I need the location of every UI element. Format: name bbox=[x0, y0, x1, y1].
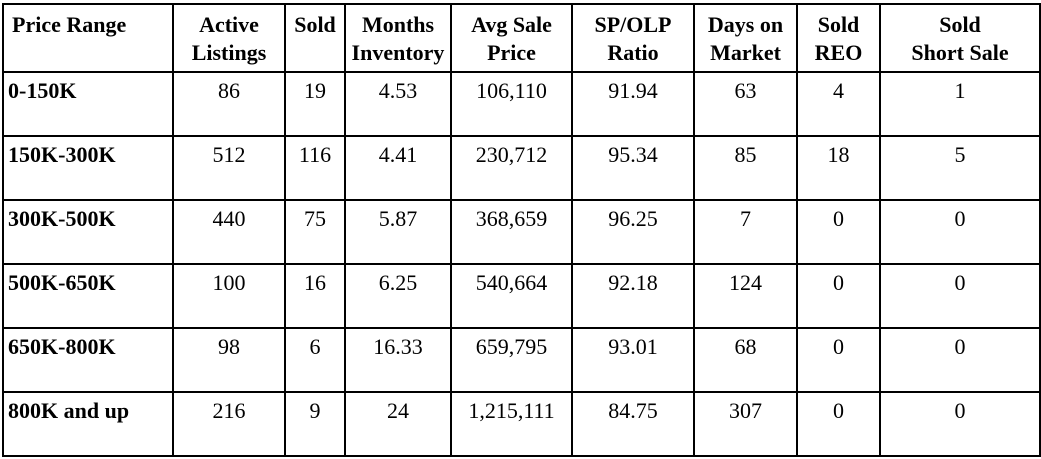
table-row: 300K-500K 440 75 5.87 368,659 96.25 7 0 … bbox=[2, 199, 1041, 265]
cell-active-listings: 440 bbox=[172, 199, 286, 265]
cell-active-listings: 100 bbox=[172, 263, 286, 329]
cell-months-inventory: 16.33 bbox=[344, 327, 452, 393]
cell-months-inventory: 4.53 bbox=[344, 71, 452, 137]
cell-sold-short-sale: 0 bbox=[879, 327, 1041, 393]
cell-price-range: 300K-500K bbox=[2, 199, 174, 265]
cell-price-range: 500K-650K bbox=[2, 263, 174, 329]
market-stats-table: Price Range Active Listings Sold Months In… bbox=[2, 3, 1041, 457]
table-row: 800K and up 216 9 24 1,215,111 84.75 307… bbox=[2, 391, 1041, 457]
header-sold-reo: Sold REO bbox=[796, 3, 881, 73]
header-days-on-market: Days on Market bbox=[693, 3, 798, 73]
cell-days-on-market: 307 bbox=[693, 391, 798, 457]
cell-sold-reo: 0 bbox=[796, 263, 881, 329]
cell-months-inventory: 4.41 bbox=[344, 135, 452, 201]
cell-avg-sale-price: 368,659 bbox=[450, 199, 573, 265]
cell-days-on-market: 124 bbox=[693, 263, 798, 329]
cell-sp-olp-ratio: 84.75 bbox=[571, 391, 695, 457]
cell-sold: 116 bbox=[284, 135, 346, 201]
cell-months-inventory: 24 bbox=[344, 391, 452, 457]
cell-sold-reo: 0 bbox=[796, 199, 881, 265]
cell-sp-olp-ratio: 96.25 bbox=[571, 199, 695, 265]
cell-avg-sale-price: 540,664 bbox=[450, 263, 573, 329]
cell-days-on-market: 63 bbox=[693, 71, 798, 137]
cell-days-on-market: 85 bbox=[693, 135, 798, 201]
cell-sp-olp-ratio: 93.01 bbox=[571, 327, 695, 393]
cell-sold-reo: 18 bbox=[796, 135, 881, 201]
cell-sold-short-sale: 0 bbox=[879, 391, 1041, 457]
cell-avg-sale-price: 1,215,111 bbox=[450, 391, 573, 457]
table-row: 500K-650K 100 16 6.25 540,664 92.18 124 … bbox=[2, 263, 1041, 329]
cell-sold-reo: 0 bbox=[796, 391, 881, 457]
header-row: Price Range Active Listings Sold Months In… bbox=[2, 3, 1041, 73]
cell-sold-reo: 4 bbox=[796, 71, 881, 137]
cell-sold: 6 bbox=[284, 327, 346, 393]
cell-days-on-market: 7 bbox=[693, 199, 798, 265]
cell-active-listings: 86 bbox=[172, 71, 286, 137]
table-row: 0-150K 86 19 4.53 106,110 91.94 63 4 1 bbox=[2, 71, 1041, 137]
cell-price-range: 800K and up bbox=[2, 391, 174, 457]
cell-days-on-market: 68 bbox=[693, 327, 798, 393]
cell-sp-olp-ratio: 91.94 bbox=[571, 71, 695, 137]
cell-sold: 75 bbox=[284, 199, 346, 265]
cell-sold: 16 bbox=[284, 263, 346, 329]
cell-sp-olp-ratio: 92.18 bbox=[571, 263, 695, 329]
cell-avg-sale-price: 659,795 bbox=[450, 327, 573, 393]
header-active-listings: Active Listings bbox=[172, 3, 286, 73]
cell-sold-short-sale: 1 bbox=[879, 71, 1041, 137]
cell-price-range: 0-150K bbox=[2, 71, 174, 137]
header-sold: Sold bbox=[284, 3, 346, 73]
cell-sold: 9 bbox=[284, 391, 346, 457]
cell-active-listings: 216 bbox=[172, 391, 286, 457]
header-months-inventory: Months Inventory bbox=[344, 3, 452, 73]
cell-price-range: 150K-300K bbox=[2, 135, 174, 201]
cell-sold-short-sale: 0 bbox=[879, 199, 1041, 265]
cell-sp-olp-ratio: 95.34 bbox=[571, 135, 695, 201]
cell-sold-reo: 0 bbox=[796, 327, 881, 393]
cell-active-listings: 98 bbox=[172, 327, 286, 393]
header-price-range: Price Range bbox=[2, 3, 174, 73]
cell-months-inventory: 6.25 bbox=[344, 263, 452, 329]
header-sold-short-sale: Sold Short Sale bbox=[879, 3, 1041, 73]
cell-months-inventory: 5.87 bbox=[344, 199, 452, 265]
cell-sold-short-sale: 0 bbox=[879, 263, 1041, 329]
cell-price-range: 650K-800K bbox=[2, 327, 174, 393]
table-row: 150K-300K 512 116 4.41 230,712 95.34 85 … bbox=[2, 135, 1041, 201]
cell-avg-sale-price: 106,110 bbox=[450, 71, 573, 137]
cell-active-listings: 512 bbox=[172, 135, 286, 201]
cell-sold: 19 bbox=[284, 71, 346, 137]
cell-sold-short-sale: 5 bbox=[879, 135, 1041, 201]
cell-avg-sale-price: 230,712 bbox=[450, 135, 573, 201]
header-avg-sale-price: Avg Sale Price bbox=[450, 3, 573, 73]
header-sp-olp-ratio: SP/OLP Ratio bbox=[571, 3, 695, 73]
table-row: 650K-800K 98 6 16.33 659,795 93.01 68 0 … bbox=[2, 327, 1041, 393]
